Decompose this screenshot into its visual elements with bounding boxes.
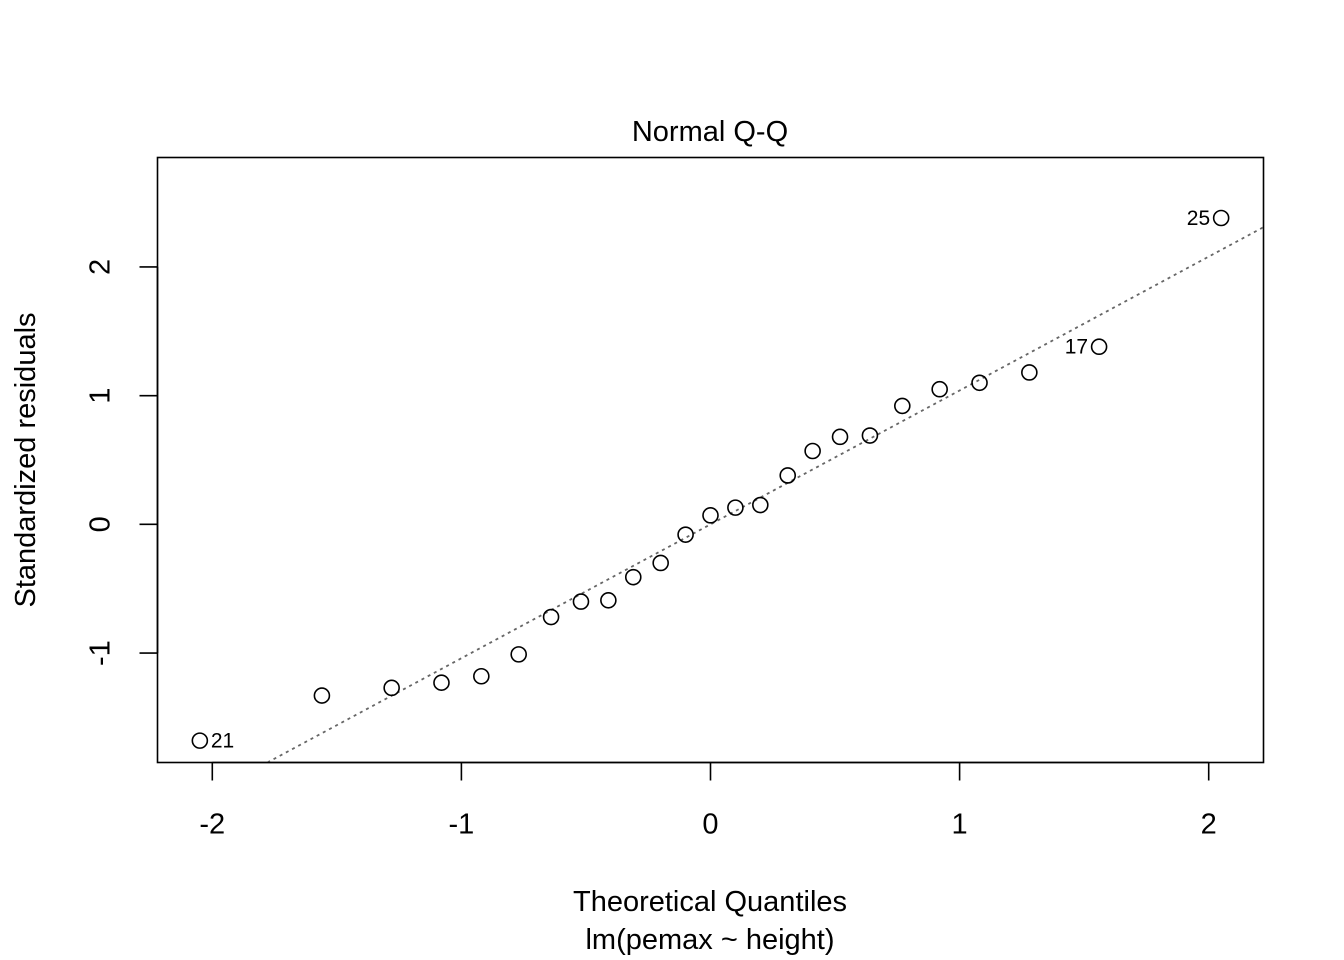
data-point: [804, 442, 821, 460]
x-tick-label: 1: [952, 809, 968, 841]
model-formula: lm(pemax ~ height): [585, 924, 834, 956]
data-point: [624, 568, 642, 586]
data-point: [861, 427, 879, 444]
y-tick-label: 2: [85, 259, 117, 275]
x-tick-label: -1: [449, 809, 475, 841]
data-point: [931, 380, 948, 398]
data-point: [383, 679, 400, 697]
chart-title: Normal Q-Q: [632, 116, 788, 148]
data-point: [752, 496, 769, 514]
x-tick-label: -2: [199, 809, 225, 841]
y-tick-label: -1: [85, 640, 117, 666]
data-point: [572, 593, 590, 610]
qq-reference-line: [266, 226, 1264, 764]
y-axis: -1 0 1 2: [85, 259, 159, 666]
x-tick-label: 0: [702, 809, 718, 841]
point-label: 17: [1065, 336, 1088, 359]
data-point: [702, 507, 719, 524]
data-point: [831, 428, 849, 446]
data-point: [313, 687, 331, 704]
data-point: [727, 499, 744, 516]
data-point: [191, 732, 209, 749]
y-axis-label: Standardized residuals: [10, 312, 42, 607]
data-point: [652, 554, 669, 572]
data-point: [971, 374, 988, 392]
data-point: [542, 608, 560, 626]
data-point: [1212, 209, 1230, 227]
point-label: 25: [1187, 207, 1210, 230]
y-tick-label: 0: [85, 516, 117, 532]
reference-line-layer: [266, 226, 1264, 764]
point-label: 21: [211, 730, 234, 753]
data-point: [1021, 364, 1038, 381]
points-layer: 21 17 25: [191, 207, 1230, 753]
x-tick-label: 2: [1201, 809, 1217, 841]
data-point: [779, 467, 797, 484]
data-point: [1090, 338, 1108, 356]
x-axis-label: Theoretical Quantiles: [573, 886, 847, 918]
data-point: [433, 674, 450, 691]
data-point: [473, 667, 490, 685]
data-point: [510, 646, 527, 663]
plot-frame: [156, 156, 1265, 764]
data-point: [894, 397, 911, 415]
x-axis: -2 -1 0 1 2: [199, 761, 1217, 841]
data-point: [600, 592, 617, 609]
y-tick-label: 1: [85, 388, 117, 404]
data-point: [677, 526, 694, 543]
